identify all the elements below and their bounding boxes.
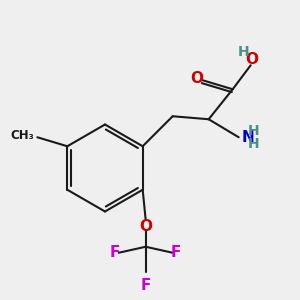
Text: O: O <box>139 219 152 234</box>
Text: CH₃: CH₃ <box>10 129 34 142</box>
Text: F: F <box>140 278 151 293</box>
Text: H: H <box>237 45 249 59</box>
Text: F: F <box>171 245 181 260</box>
Text: H: H <box>247 124 259 138</box>
Text: O: O <box>246 52 259 68</box>
Text: O: O <box>190 71 203 86</box>
Text: F: F <box>110 245 120 260</box>
Text: N: N <box>242 130 254 145</box>
Text: H: H <box>247 137 259 151</box>
